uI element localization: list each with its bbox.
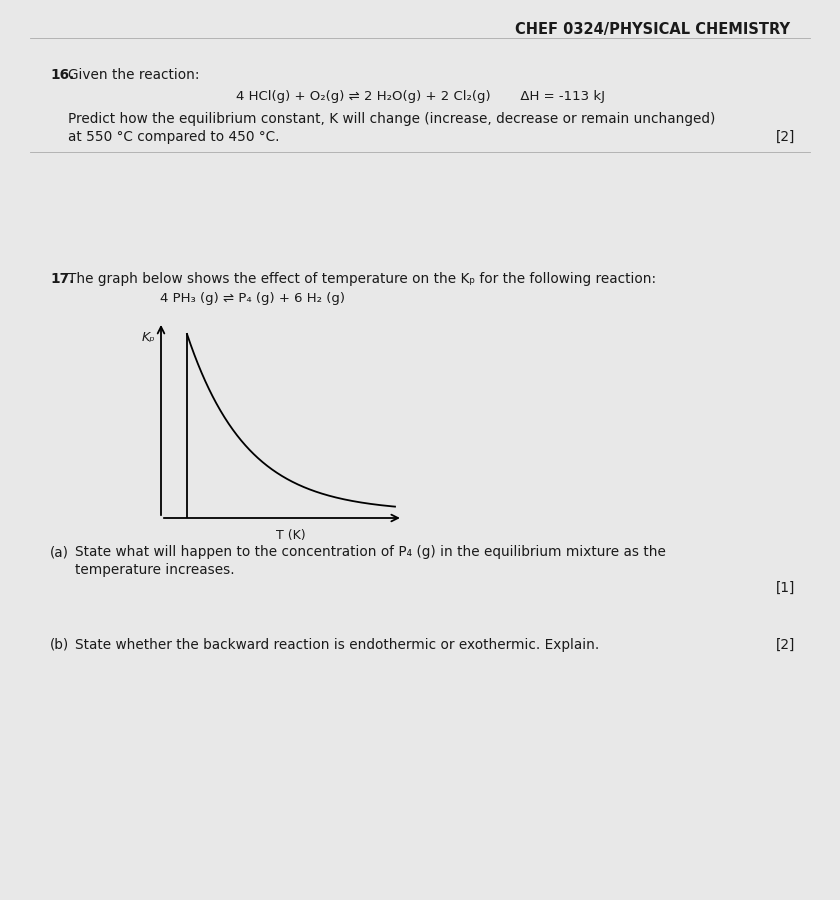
Text: [2]: [2] — [775, 130, 795, 144]
Text: temperature increases.: temperature increases. — [75, 563, 234, 577]
Text: Kₚ: Kₚ — [141, 331, 155, 345]
Text: at 550 °C compared to 450 °C.: at 550 °C compared to 450 °C. — [68, 130, 280, 144]
Text: [2]: [2] — [775, 638, 795, 652]
Text: The graph below shows the effect of temperature on the Kₚ for the following reac: The graph below shows the effect of temp… — [68, 272, 656, 286]
Text: 16.: 16. — [50, 68, 74, 82]
Text: Given the reaction:: Given the reaction: — [68, 68, 200, 82]
Text: [1]: [1] — [775, 581, 795, 595]
Text: 4 HCl(g) + O₂(g) ⇌ 2 H₂O(g) + 2 Cl₂(g)       ΔH = -113 kJ: 4 HCl(g) + O₂(g) ⇌ 2 H₂O(g) + 2 Cl₂(g) Δ… — [235, 90, 605, 103]
Text: State what will happen to the concentration of P₄ (g) in the equilibrium mixture: State what will happen to the concentrat… — [75, 545, 666, 559]
Text: T (K): T (K) — [276, 529, 306, 543]
Text: (b): (b) — [50, 638, 69, 652]
Text: CHEF 0324/PHYSICAL CHEMISTRY: CHEF 0324/PHYSICAL CHEMISTRY — [515, 22, 790, 37]
Text: Predict how the equilibrium constant, K will change (increase, decrease or remai: Predict how the equilibrium constant, K … — [68, 112, 716, 126]
Text: 4 PH₃ (g) ⇌ P₄ (g) + 6 H₂ (g): 4 PH₃ (g) ⇌ P₄ (g) + 6 H₂ (g) — [160, 292, 345, 305]
Text: (a): (a) — [50, 545, 69, 559]
Text: 17.: 17. — [50, 272, 74, 286]
Text: State whether the backward reaction is endothermic or exothermic. Explain.: State whether the backward reaction is e… — [75, 638, 599, 652]
